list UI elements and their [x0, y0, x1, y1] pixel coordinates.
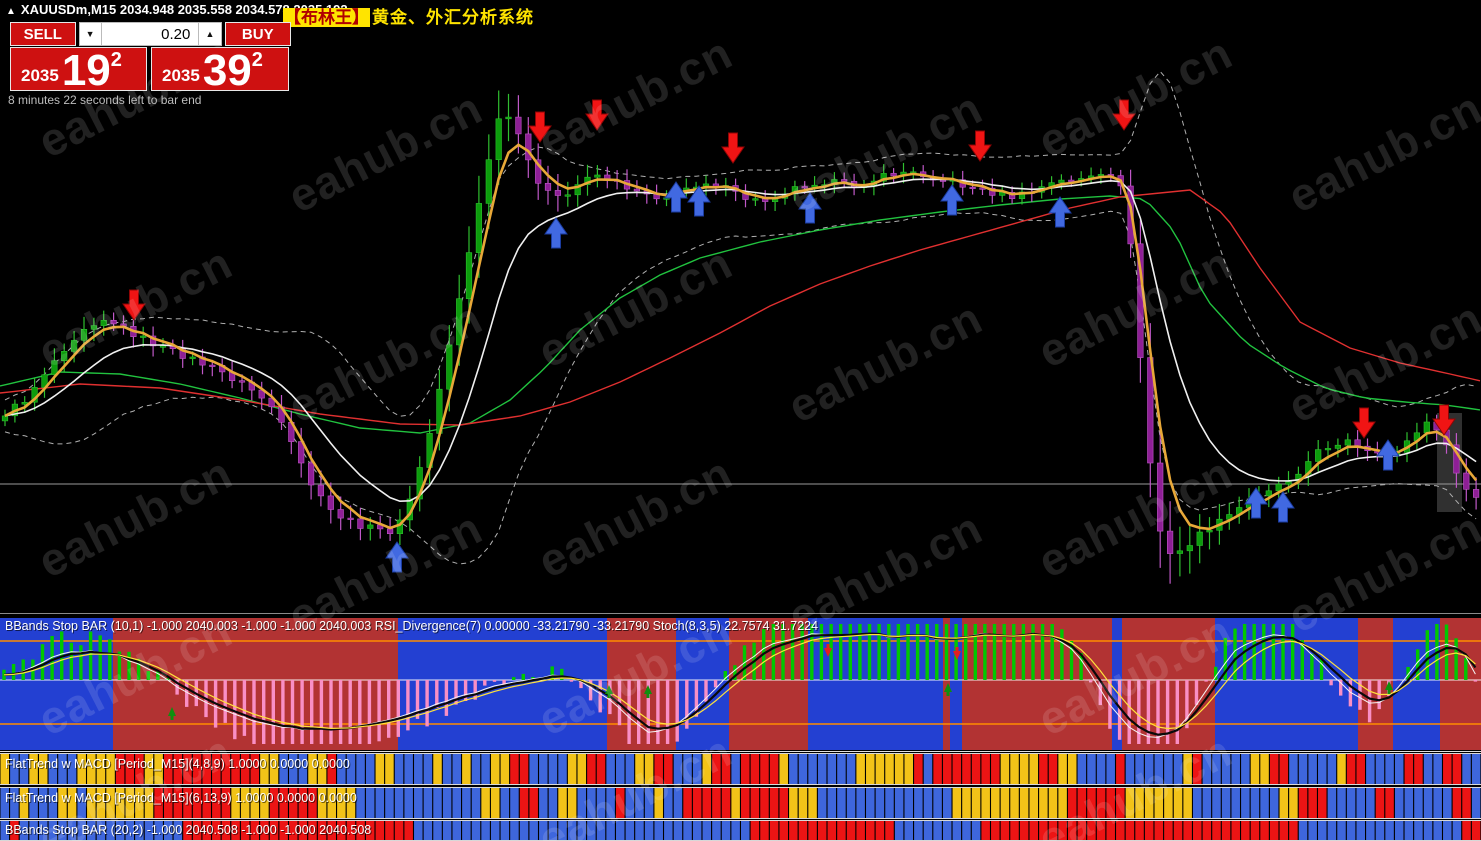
mini-buy-arrow-icon [605, 685, 613, 698]
sell-arrow-icon [1432, 404, 1456, 436]
stoch-white-line [3, 632, 1476, 738]
buy-arrow-icon [544, 217, 568, 249]
collapse-chart-icon[interactable]: ▲ [6, 6, 16, 17]
trend-color-bars [0, 754, 1481, 784]
buy-price-small: 2035 [162, 66, 200, 85]
yellow-ma-line [4, 143, 1478, 531]
flattrend-strip-1 [0, 753, 1481, 785]
flattrend-strip-2 [0, 787, 1481, 819]
one-click-trade-panel: SELL ▼ 0.20 ▲ BUY 2035 19 2 2035 39 2 [10, 22, 292, 95]
main-price-chart[interactable] [0, 0, 1481, 612]
oscillator-histogram [2, 624, 1478, 744]
sell-price-big: 19 [61, 45, 111, 95]
buy-price-sup: 2 [251, 49, 263, 71]
mini-buy-arrow-icon [944, 683, 952, 696]
mini-buy-arrow-icon [168, 707, 176, 720]
buy-arrow-icon [798, 192, 822, 224]
buy-arrow-icon [1244, 487, 1268, 519]
pane-separator[interactable] [0, 613, 1481, 614]
mini-sell-arrow-icon [953, 647, 961, 660]
buy-button[interactable]: BUY [224, 22, 292, 46]
sell-arrow-icon [528, 111, 552, 143]
sell-arrow-icon [585, 99, 609, 131]
buy-price-big: 39 [202, 45, 252, 95]
sell-arrow-icon [1112, 99, 1136, 131]
sell-button[interactable]: SELL [10, 22, 76, 46]
buy-arrow-icon [1376, 439, 1400, 471]
volume-input[interactable]: 0.20 [101, 22, 199, 46]
sell-price-sup: 2 [110, 49, 122, 71]
band-upper-line [4, 70, 1477, 417]
buy-arrow-icon [385, 541, 409, 573]
buy-price-button[interactable]: 2035 39 2 [151, 45, 289, 95]
sell-arrow-icon [968, 130, 992, 162]
stoch-yellow-line [3, 633, 1476, 730]
volume-increase-button[interactable]: ▲ [198, 22, 222, 46]
mini-sell-arrow-icon [824, 644, 832, 657]
stoch-black-line [3, 632, 1477, 736]
trend-color-bars [0, 788, 1481, 818]
trend-color-bars [0, 821, 1481, 840]
buy-arrow-icon [687, 185, 711, 217]
title-text: 黄金、外汇分析系统 [372, 8, 534, 27]
quote-bar: ▲ XAUUSDm,M15 2034.948 2035.558 2034.578 … [6, 2, 348, 17]
band-lower-line [4, 210, 1477, 565]
red-ma-line [0, 189, 1481, 426]
buy-arrow-icon [664, 181, 688, 213]
mini-buy-arrow-icon [1385, 681, 1393, 694]
oscillator-pane[interactable] [0, 618, 1481, 750]
white-ma-line [4, 178, 1477, 503]
sell-price-button[interactable]: 2035 19 2 [10, 45, 147, 95]
volume-decrease-button[interactable]: ▼ [78, 22, 102, 46]
oscillator-pane-label: BBands Stop BAR (10,1) -1.000 2040.003 -… [5, 619, 819, 633]
sell-arrow-icon [721, 132, 745, 164]
green-ma-line [0, 195, 1481, 434]
buy-arrow-icon [1271, 491, 1295, 523]
indicator-title-overlay: 【布林王】 黄金、外汇分析系统 [283, 3, 534, 28]
sell-arrow-icon [1352, 407, 1376, 439]
flattrend-strip-2-label: FlatTrend w MACD [Period_M15](6,13,9) 1.… [5, 791, 357, 805]
mini-buy-arrow-icon [644, 685, 652, 698]
buy-arrow-icon [940, 184, 964, 216]
bar-countdown-text: 8 minutes 22 seconds left to bar end [8, 93, 202, 107]
pane-separator[interactable] [0, 751, 1481, 752]
flattrend-strip-1-label: FlatTrend w MACD [Period_M15](4,8,9) 1.0… [5, 757, 350, 771]
buy-arrow-icon [1048, 196, 1072, 228]
bbands-stop-strip [0, 820, 1481, 841]
sell-arrow-icon [122, 289, 146, 321]
bbands-stop-strip-label: BBands Stop BAR (20,2) -1.000 2040.508 -… [5, 823, 372, 837]
title-badge: 【布林王】 [283, 8, 370, 27]
symbol-quote-text: XAUUSDm,M15 2034.948 2035.558 2034.578 2… [20, 2, 348, 17]
sell-price-small: 2035 [21, 66, 59, 85]
